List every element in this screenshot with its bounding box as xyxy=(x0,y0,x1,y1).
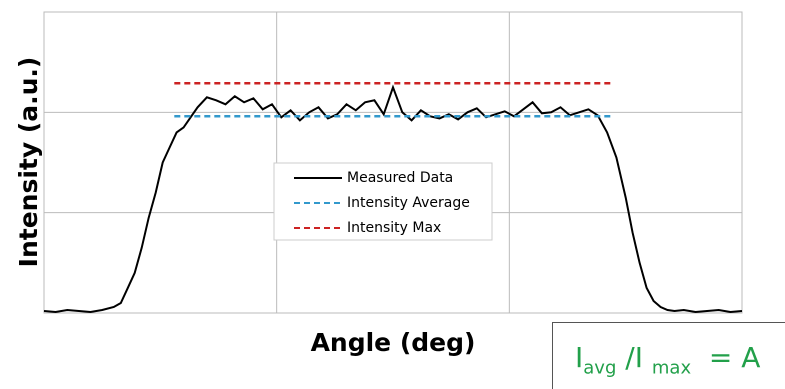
x-axis-label: Angle (deg) xyxy=(311,328,476,357)
formula-sub: avg xyxy=(583,357,617,379)
series-line xyxy=(43,84,743,314)
legend-label: Measured Data xyxy=(347,170,453,186)
formula-part: = A xyxy=(708,341,761,374)
plot-frame xyxy=(43,11,743,314)
formula-part: I xyxy=(575,341,584,374)
legend-box xyxy=(273,162,493,241)
legend-label: Intensity Max xyxy=(347,220,441,236)
y-axis-label: Intensity (a.u.) xyxy=(14,57,43,268)
formula-sub: max xyxy=(651,357,692,379)
formula: Iavg /I max = A xyxy=(552,322,785,389)
formula-part: /I xyxy=(625,341,643,374)
legend-label: Intensity Average xyxy=(347,195,470,211)
